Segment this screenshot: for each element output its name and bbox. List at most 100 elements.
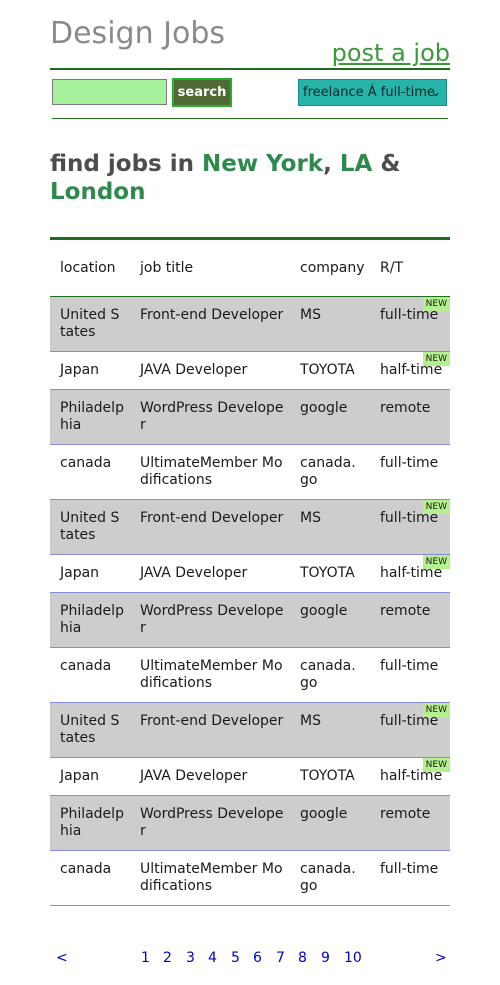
search-input[interactable] [52, 79, 167, 105]
page-link[interactable]: 1 [141, 950, 150, 966]
rt-label: remote [380, 400, 431, 416]
job-type-select[interactable]: freelance Á full-time ⌄ [298, 79, 447, 106]
city-new-york: New York [202, 151, 324, 177]
post-job-link[interactable]: post a job [331, 39, 450, 67]
table-row[interactable]: United States Front-end Developer MS full-t… [50, 702, 450, 758]
rt-label: full-time [380, 455, 439, 471]
table-row[interactable]: United States Front-end Developer MS full-t… [50, 499, 450, 555]
page-link[interactable]: 4 [208, 950, 217, 966]
cell-location: Japan [50, 554, 130, 593]
cell-rt: full-time NEW [370, 499, 450, 555]
rt-label: full-time [380, 510, 439, 526]
chevron-down-icon: ⌄ [430, 85, 441, 99]
headline-separator: , [323, 151, 340, 177]
table-row[interactable]: United States Front-end Developer MS full-t… [50, 296, 450, 352]
cell-location: United States [50, 296, 130, 352]
job-type-select-value: freelance Á full-time [303, 85, 435, 100]
column-header-location[interactable]: location [50, 240, 130, 297]
cell-company: canada.go [290, 444, 370, 500]
table-row[interactable]: Japan JAVA Developer TOYOTA half-time NEW [50, 351, 450, 390]
column-header-company[interactable]: company [290, 240, 370, 297]
cell-company: TOYOTA [290, 554, 370, 593]
rt-label: half-time [380, 768, 443, 784]
cell-rt: full-time NEW [370, 296, 450, 352]
cell-job-title: Front-end Developer [130, 296, 290, 352]
table-row[interactable]: Philadelphia WordPress Developer google rem… [50, 795, 450, 851]
cell-job-title: UltimateMember Modifications [130, 444, 290, 500]
cell-company: MS [290, 499, 370, 555]
cell-rt: half-time NEW [370, 351, 450, 390]
cell-job-title: UltimateMember Modifications [130, 647, 290, 703]
rt-label: full-time [380, 658, 439, 674]
cell-rt: half-time NEW [370, 757, 450, 796]
cell-company: canada.go [290, 850, 370, 906]
rt-label: remote [380, 603, 431, 619]
search-button[interactable]: search [172, 78, 232, 107]
cell-rt: full-time NEW [370, 702, 450, 758]
cell-location: canada [50, 647, 130, 703]
cell-company: canada.go [290, 647, 370, 703]
table-row[interactable]: canada UltimateMember Modifications canada… [50, 444, 450, 500]
cell-location: United States [50, 499, 130, 555]
table-row[interactable]: Philadelphia WordPress Developer google rem… [50, 389, 450, 445]
city-london: London [50, 179, 146, 205]
jobs-table: location job title company R/T United St… [50, 240, 450, 906]
pagination: < 1 2 3 4 5 6 7 8 9 10 > [50, 948, 450, 968]
cell-location: canada [50, 444, 130, 500]
rt-label: half-time [380, 362, 443, 378]
cell-company: google [290, 389, 370, 445]
cell-company: google [290, 592, 370, 648]
cell-rt: full-time [370, 647, 450, 703]
table-header-row: location job title company R/T [50, 240, 450, 297]
cell-job-title: UltimateMember Modifications [130, 850, 290, 906]
page-link[interactable]: 8 [298, 950, 307, 966]
new-badge: NEW [422, 758, 450, 772]
table-row[interactable]: canada UltimateMember Modifications canada… [50, 647, 450, 703]
column-header-rt[interactable]: R/T [370, 240, 450, 297]
site-header: Design Jobs post a job [50, 0, 450, 70]
page-link[interactable]: 9 [321, 950, 330, 966]
cell-location: Japan [50, 351, 130, 390]
cell-rt: full-time [370, 444, 450, 500]
table-row[interactable]: Japan JAVA Developer TOYOTA half-time NEW [50, 554, 450, 593]
new-badge: NEW [422, 297, 450, 311]
cell-job-title: JAVA Developer [130, 757, 290, 796]
city-la: LA [339, 151, 373, 177]
page-link[interactable]: 7 [276, 950, 285, 966]
page-link[interactable]: 3 [186, 950, 195, 966]
cell-location: Philadelphia [50, 592, 130, 648]
page-link[interactable]: 2 [163, 950, 172, 966]
next-page-link[interactable]: > [435, 950, 447, 966]
cell-location: Philadelphia [50, 389, 130, 445]
cell-job-title: Front-end Developer [130, 702, 290, 758]
cell-location: Japan [50, 757, 130, 796]
cell-location: canada [50, 850, 130, 906]
page-link[interactable]: 10 [344, 950, 362, 966]
cell-job-title: JAVA Developer [130, 351, 290, 390]
site-logo[interactable]: Design Jobs [50, 16, 225, 51]
table-top-rule [50, 237, 450, 240]
rt-label: full-time [380, 861, 439, 877]
prev-page-link[interactable]: < [56, 950, 68, 966]
column-header-job-title[interactable]: job title [130, 240, 290, 297]
cell-rt: full-time [370, 850, 450, 906]
cell-company: google [290, 795, 370, 851]
cell-rt: remote [370, 592, 450, 648]
table-row[interactable]: canada UltimateMember Modifications canada… [50, 850, 450, 906]
table-row[interactable]: Philadelphia WordPress Developer google rem… [50, 592, 450, 648]
cell-rt: remote [370, 795, 450, 851]
rt-label: full-time [380, 713, 439, 729]
cell-location: Philadelphia [50, 795, 130, 851]
cell-rt: half-time NEW [370, 554, 450, 593]
new-badge: NEW [422, 500, 450, 514]
headline-separator: & [372, 151, 401, 177]
cell-job-title: WordPress Developer [130, 389, 290, 445]
page-link[interactable]: 6 [253, 950, 262, 966]
cell-company: TOYOTA [290, 351, 370, 390]
cell-rt: remote [370, 389, 450, 445]
table-row[interactable]: Japan JAVA Developer TOYOTA half-time NEW [50, 757, 450, 796]
cell-job-title: Front-end Developer [130, 499, 290, 555]
rt-label: half-time [380, 565, 443, 581]
page-link[interactable]: 5 [231, 950, 240, 966]
rt-label: full-time [380, 307, 439, 323]
